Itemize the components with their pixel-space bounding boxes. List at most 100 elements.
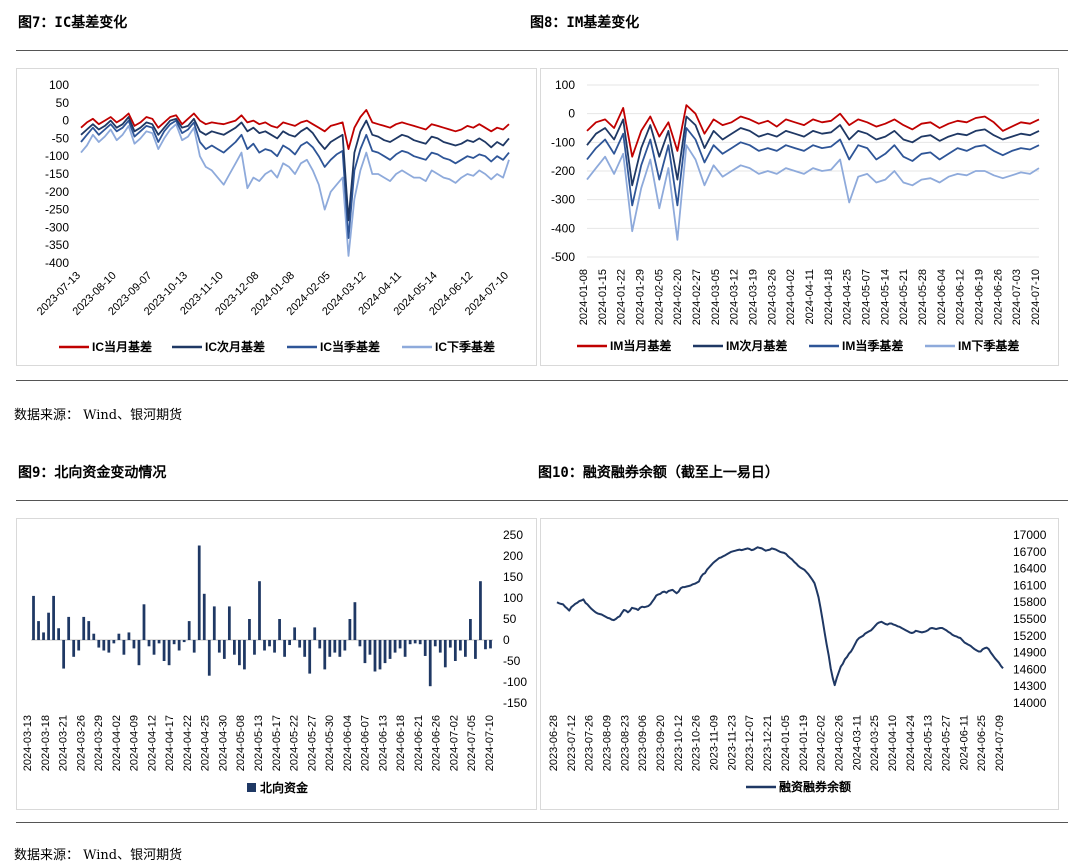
im-y-tick-2: -100 xyxy=(551,135,575,149)
nb-x-label-2: 2024-03-21 xyxy=(58,715,70,771)
source-top: 数据来源： Wind、银河期货 xyxy=(14,408,183,423)
nb-x-label-21: 2024-06-18 xyxy=(395,715,407,771)
margin-series-line-0 xyxy=(556,546,1004,687)
legend-ic-quarter: IC当季基差 xyxy=(320,339,380,354)
im-x-label-7: 2024-03-05 xyxy=(710,269,722,325)
legend-nb-swatch xyxy=(247,783,256,792)
ic-y-tick-5: -150 xyxy=(45,167,69,181)
legend-ic-front: IC当月基差 xyxy=(92,339,152,354)
margin-x-label-2: 2023-07-26 xyxy=(584,715,596,771)
margin-x-label-19: 2024-04-10 xyxy=(887,715,899,771)
nb-bar-40 xyxy=(232,640,236,655)
ic-chart-panel: IC当月基差 IC次月基差 IC当季基差 IC下季基差 100 50 0 -50 -10… xyxy=(16,68,537,366)
im-x-label-24: 2024-07-10 xyxy=(1030,269,1042,325)
nb-x-label-15: 2024-05-22 xyxy=(289,715,301,771)
margin-x-label-18: 2024-03-25 xyxy=(869,715,881,771)
ic-y-tick-0: 100 xyxy=(49,78,69,92)
ic-basis-chart: IC当月基差 IC次月基差 IC当季基差 IC下季基差 100 50 0 -50 -10… xyxy=(35,78,511,354)
margin-plot: 17000 16700 16400 16100 15800 15500 15200 14900… xyxy=(548,528,1047,771)
nb-x-label-14: 2024-05-17 xyxy=(271,715,283,771)
nb-bar-42 xyxy=(243,640,246,670)
nb-bar-10 xyxy=(82,616,86,640)
source-bottom: 数据来源： Wind、银河期货 xyxy=(14,848,183,863)
margin-x-label-14: 2024-01-19 xyxy=(798,715,810,771)
nb-bar-26 xyxy=(162,640,166,661)
nb-x-label-11: 2024-04-30 xyxy=(217,715,229,771)
im-x-label-20: 2024-06-12 xyxy=(955,269,967,325)
margin-x-label-1: 2023-07-12 xyxy=(566,715,578,771)
margin-x-label-8: 2023-10-26 xyxy=(691,715,703,771)
nb-bar-66 xyxy=(363,640,367,664)
ic-series-line-1 xyxy=(80,116,510,222)
nb-bar-41 xyxy=(238,640,241,666)
nb-bar-14 xyxy=(102,640,106,651)
nb-bar-68 xyxy=(373,640,377,672)
nb-bar-79 xyxy=(428,640,432,687)
nb-bar-59 xyxy=(328,640,332,657)
nb-bar-86 xyxy=(463,640,467,657)
ic-legend: IC当月基差 IC次月基差 IC当季基差 IC下季基差 xyxy=(59,339,495,354)
im-x-label-8: 2024-03-12 xyxy=(729,269,741,325)
im-y-tick-0: 100 xyxy=(555,78,575,92)
nb-x-label-8: 2024-04-17 xyxy=(164,715,176,771)
nb-bar-85 xyxy=(458,640,462,651)
margin-y-tick-8: 14600 xyxy=(1013,662,1047,676)
nb-x-label-7: 2024-04-12 xyxy=(146,715,158,771)
im-y-tick-1: 0 xyxy=(568,107,575,121)
ic-y-tick-9: -350 xyxy=(45,238,69,252)
legend-ic-nextq: IC下季基差 xyxy=(435,339,495,354)
im-x-label-21: 2024-06-19 xyxy=(974,269,986,325)
nb-bar-43 xyxy=(248,619,251,640)
northbound-chart-panel: 北向资金 250 200 150 100 50 0 -50 -100 -150 2024-03-1… xyxy=(16,518,537,810)
nb-bar-87 xyxy=(469,619,472,640)
margin-y-tick-0: 17000 xyxy=(1013,528,1047,542)
nb-x-label-9: 2024-04-22 xyxy=(182,715,194,771)
nb-bar-8 xyxy=(72,640,76,657)
nb-bar-33 xyxy=(197,545,201,640)
nb-bar-39 xyxy=(227,606,231,640)
nb-bar-74 xyxy=(403,640,407,657)
nb-bar-1 xyxy=(37,621,40,640)
ic-y-tick-2: 0 xyxy=(62,114,69,128)
nb-bar-46 xyxy=(263,640,266,651)
nb-bar-53 xyxy=(298,640,302,648)
im-x-label-10: 2024-03-26 xyxy=(766,269,778,325)
nb-bar-76 xyxy=(413,640,417,644)
legend-im-nextq: IM下季基差 xyxy=(958,338,1019,353)
legend-im-next: IM次月基差 xyxy=(726,338,787,353)
im-x-label-18: 2024-05-28 xyxy=(917,269,929,325)
im-x-label-14: 2024-04-25 xyxy=(842,269,854,325)
nb-x-label-18: 2024-06-04 xyxy=(342,715,354,771)
nb-y-tick-4: 50 xyxy=(503,612,517,626)
nb-bar-23 xyxy=(147,640,151,647)
ic-series-line-3 xyxy=(80,123,510,257)
nb-x-label-23: 2024-06-26 xyxy=(431,715,443,771)
nb-bar-11 xyxy=(87,621,91,640)
nb-bar-44 xyxy=(253,640,256,655)
margin-chart-panel: 融资融券余额 17000 16700 16400 16100 15800 15500 152… xyxy=(540,518,1059,810)
nb-bar-27 xyxy=(167,640,171,666)
margin-x-label-20: 2024-04-24 xyxy=(905,715,917,771)
margin-x-label-15: 2024-02-02 xyxy=(816,715,828,771)
nb-bar-21 xyxy=(137,640,141,666)
margin-x-label-3: 2023-08-09 xyxy=(602,715,614,771)
nb-x-label-5: 2024-04-02 xyxy=(111,715,123,771)
nb-x-label-1: 2024-03-18 xyxy=(40,715,52,771)
margin-y-tick-3: 16100 xyxy=(1013,578,1047,592)
nb-bar-81 xyxy=(438,640,442,653)
margin-x-label-4: 2023-08-23 xyxy=(619,715,631,771)
nb-bar-48 xyxy=(273,640,276,653)
nb-bar-51 xyxy=(288,640,292,646)
fig7-title: 图7：IC基差变化 xyxy=(18,15,128,31)
im-x-label-16: 2024-05-14 xyxy=(879,269,891,325)
nb-bar-17 xyxy=(117,633,121,640)
nb-x-label-22: 2024-06-21 xyxy=(413,715,425,771)
im-series-line-2 xyxy=(586,127,1040,207)
nb-x-label-19: 2024-06-07 xyxy=(360,715,372,771)
nb-x-label-0: 2024-03-13 xyxy=(22,715,34,771)
ic-y-tick-10: -400 xyxy=(45,256,69,270)
margin-x-label-23: 2024-06-11 xyxy=(958,715,970,770)
nb-bar-77 xyxy=(418,640,422,645)
nb-bar-75 xyxy=(408,640,412,645)
margin-x-label-25: 2024-07-09 xyxy=(994,715,1006,771)
